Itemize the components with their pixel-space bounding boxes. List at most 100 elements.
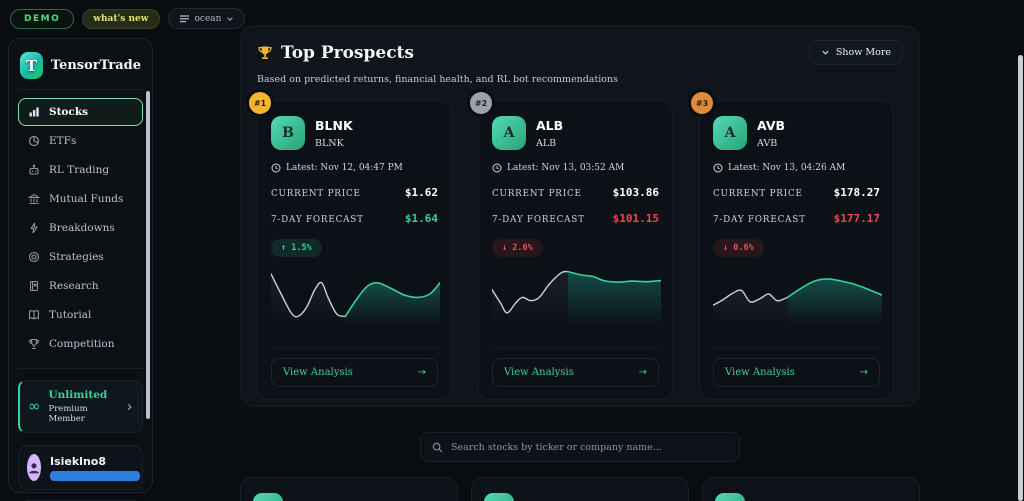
sidebar-item-mutual-funds[interactable]: Mutual Funds — [18, 185, 143, 213]
search-input[interactable] — [451, 441, 728, 453]
user-profile-card[interactable]: Isieklno8 — [18, 445, 143, 490]
ticker-symbol: BLNK — [315, 118, 353, 133]
current-price-label: CURRENT PRICE — [492, 189, 582, 199]
book-icon — [28, 280, 40, 292]
plan-subtitle: Premium Member — [48, 404, 88, 424]
ticker-avatar: A — [713, 116, 747, 150]
sparkline-chart — [713, 266, 882, 322]
change-badge: ↓ 2.6% — [492, 239, 543, 257]
ticker-avatar: B — [271, 116, 305, 150]
sidebar-scrollbar[interactable] — [146, 91, 150, 419]
forecast-value: $177.17 — [833, 212, 880, 225]
rank-badge: #2 — [470, 92, 492, 114]
sidebar-item-label: Mutual Funds — [49, 193, 124, 205]
ticker-avatar: A — [484, 493, 514, 501]
target-icon — [28, 251, 40, 263]
clock-icon — [492, 163, 502, 173]
arrow-right-icon: → — [417, 367, 426, 378]
company-name: AVB — [757, 138, 778, 149]
panel-subtitle: Based on predicted returns, financial he… — [257, 74, 619, 85]
sidebar-item-label: ETFs — [49, 135, 77, 147]
latest-timestamp: Latest: Nov 12, 04:47 PM — [286, 163, 403, 173]
sidebar-item-stocks[interactable]: Stocks — [18, 98, 143, 126]
clock-icon — [713, 163, 723, 173]
stock-list-item[interactable]: A A — [240, 477, 458, 501]
ticker-avatar: A — [253, 493, 283, 501]
search-icon — [432, 442, 443, 453]
sidebar-item-label: Tutorial — [49, 309, 92, 321]
bar-chart-icon — [28, 106, 40, 118]
sidebar-item-etfs[interactable]: ETFs — [18, 127, 143, 155]
view-analysis-button[interactable]: View Analysis → — [492, 358, 659, 387]
sidebar-item-tutorial[interactable]: Tutorial — [18, 301, 143, 329]
whats-new-badge[interactable]: what's new — [82, 8, 160, 29]
lightning-icon — [28, 222, 40, 234]
forecast-label: 7-DAY FORECAST — [271, 215, 364, 225]
sidebar-item-label: Stocks — [49, 106, 89, 118]
view-analysis-button[interactable]: View Analysis → — [713, 358, 880, 387]
stock-list-item[interactable]: A AAOI — [702, 477, 920, 501]
sidebar-nav: Stocks ETFs RL Trading Mutual Funds Brea… — [18, 98, 143, 369]
theme-name: ocean — [194, 13, 222, 24]
sidebar-item-research[interactable]: Research — [18, 272, 143, 300]
show-more-button[interactable]: Show More — [808, 40, 903, 65]
robot-icon — [28, 164, 40, 176]
redacted-email-bar — [50, 470, 140, 481]
forecast-value: $101.15 — [612, 212, 659, 225]
tensortrade-logo-icon: T — [20, 52, 43, 79]
trophy-icon — [28, 338, 40, 350]
rank-badge: #1 — [249, 92, 271, 114]
change-badge: ↓ 0.6% — [713, 239, 764, 257]
theme-selector[interactable]: ocean — [167, 8, 246, 29]
clock-icon — [271, 163, 281, 173]
prospect-card: #2 A ALB ALB Latest: Nov 13, 03:52 AM CU… — [470, 92, 673, 400]
change-badge: ↑ 1.5% — [271, 239, 322, 257]
trophy-gold-icon — [257, 45, 273, 61]
current-price-value: $103.86 — [612, 186, 659, 199]
stock-list-item[interactable]: A AAL — [471, 477, 689, 501]
sidebar: T TensorTrade Stocks ETFs RL Trading Mut… — [8, 38, 153, 501]
latest-timestamp: Latest: Nov 13, 03:52 AM — [507, 163, 625, 173]
main-content: Top Prospects Show More Based on predict… — [240, 25, 920, 501]
sparkline-chart — [492, 266, 661, 322]
brand-header: T TensorTrade — [18, 49, 143, 90]
current-price-label: CURRENT PRICE — [271, 189, 361, 199]
company-name: BLNK — [315, 138, 344, 149]
premium-plan-card[interactable]: ∞ Unlimited Premium Member — [18, 380, 143, 433]
pie-chart-icon — [28, 135, 40, 147]
forecast-label: 7-DAY FORECAST — [713, 215, 806, 225]
chevron-right-icon — [125, 402, 134, 412]
arrow-right-icon: → — [859, 367, 868, 378]
arrow-right-icon: → — [638, 367, 647, 378]
demo-badge: DEMO — [10, 8, 75, 29]
theme-palette-icon — [179, 13, 190, 24]
ticker-symbol: ALB — [536, 118, 564, 133]
page-title: Top Prospects — [257, 43, 414, 63]
stock-list: A A A AAL A AAOI — [240, 477, 920, 501]
view-analysis-button[interactable]: View Analysis → — [271, 358, 438, 387]
forecast-value: $1.64 — [404, 212, 438, 225]
bank-icon — [28, 193, 40, 205]
prospect-card: #3 A AVB AVB Latest: Nov 13, 04:26 AM CU… — [691, 92, 894, 400]
sidebar-item-competition[interactable]: Competition — [18, 330, 143, 358]
sidebar-item-label: Strategies — [49, 251, 104, 263]
page-scrollbar[interactable] — [1018, 55, 1023, 501]
plan-title: Unlimited — [48, 389, 108, 401]
current-price-value: $178.27 — [833, 186, 880, 199]
ticker-avatar: A — [492, 116, 526, 150]
ticker-avatar: A — [715, 493, 745, 501]
current-price-label: CURRENT PRICE — [713, 189, 803, 199]
sparkline-chart — [271, 266, 440, 322]
company-name: ALB — [536, 138, 557, 149]
prospect-cards: #1 B BLNK BLNK Latest: Nov 12, 04:47 PM … — [249, 92, 903, 400]
prospect-card: #1 B BLNK BLNK Latest: Nov 12, 04:47 PM … — [249, 92, 452, 400]
chevron-down-icon — [821, 48, 830, 57]
sidebar-item-strategies[interactable]: Strategies — [18, 243, 143, 271]
sidebar-item-label: Competition — [49, 338, 115, 350]
brand-name: TensorTrade — [50, 58, 141, 73]
username: Isieklno8 — [50, 454, 106, 468]
sidebar-item-breakdowns[interactable]: Breakdowns — [18, 214, 143, 242]
sidebar-item-rl-trading[interactable]: RL Trading — [18, 156, 143, 184]
ticker-symbol: AVB — [757, 118, 786, 133]
sidebar-item-label: RL Trading — [49, 164, 110, 176]
